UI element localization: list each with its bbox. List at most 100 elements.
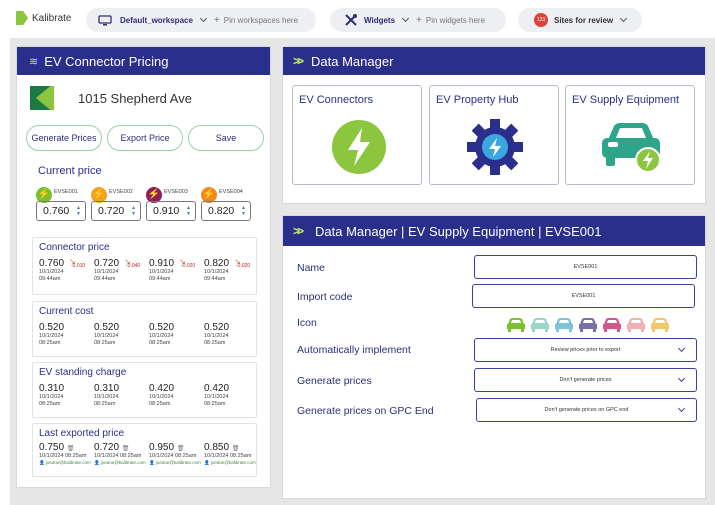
car-icon-option[interactable] bbox=[579, 318, 597, 332]
tile-ev-supply-equipment[interactable]: EV Supply Equipment bbox=[565, 85, 695, 185]
gpc-end-select[interactable]: Don't generate prices on GPC end bbox=[476, 398, 697, 422]
cell-date: 10/1/2024 bbox=[94, 269, 119, 275]
site-address: 1015 Shepherd Ave bbox=[30, 86, 192, 110]
current-cost-cell: 0.520 10/1/2024 08:25am bbox=[149, 322, 203, 347]
chevron-down-icon bbox=[677, 404, 686, 413]
gear-lightning-icon bbox=[467, 119, 523, 175]
current-cost-title: Current cost bbox=[39, 306, 94, 317]
cell-time: 09:44am bbox=[39, 276, 61, 282]
name-label: Name bbox=[297, 262, 326, 274]
plus-icon: + bbox=[213, 14, 220, 26]
cell-time: 09:44am bbox=[204, 276, 226, 282]
car-icon-option[interactable] bbox=[603, 318, 621, 332]
cell-date: 10/1/2024 bbox=[39, 453, 64, 459]
trend-down-icon: ↘ bbox=[234, 257, 241, 266]
price-input[interactable]: 0.820 ▲ ▼ bbox=[201, 201, 251, 221]
cell-date-time: 10/1/2024 08:25am bbox=[94, 453, 148, 460]
cell-value: 0.760 bbox=[39, 258, 65, 269]
cell-delta: -0.040 bbox=[126, 263, 141, 269]
price-input[interactable]: 0.910 ▲ ▼ bbox=[146, 201, 196, 221]
automatically-implement-label: Automatically implement bbox=[297, 344, 411, 356]
stepper-icon[interactable]: ▲ ▼ bbox=[131, 205, 136, 217]
name-field[interactable]: EVSE001 bbox=[474, 255, 697, 279]
icon-picker bbox=[506, 316, 676, 332]
double-chevron-icon: >> bbox=[293, 224, 304, 238]
car-icon-option[interactable] bbox=[507, 318, 525, 332]
lightning-icon bbox=[332, 120, 386, 174]
last-exported-cell: 0.850 🗑 10/1/2024 08:25am 👤 joedoe@kalib… bbox=[204, 442, 258, 466]
generate-prices-select[interactable]: Don't generate prices bbox=[474, 368, 697, 392]
import-code-field[interactable]: EVSE001 bbox=[472, 284, 695, 308]
trash-icon[interactable]: 🗑 bbox=[121, 446, 130, 452]
widgets-selector[interactable]: Widgets + Pin widgets here bbox=[330, 8, 506, 32]
stepper-icon[interactable]: ▲ ▼ bbox=[241, 205, 246, 217]
workspace-label: Default_workspace bbox=[120, 15, 193, 25]
cell-time: 09:44am bbox=[149, 276, 171, 282]
current-price-title: Current price bbox=[38, 165, 102, 177]
price-value: 0.720 bbox=[98, 205, 125, 217]
cell-delta: -0.010 bbox=[71, 263, 86, 269]
tools-icon bbox=[345, 14, 357, 26]
stepper-icon[interactable]: ▲ ▼ bbox=[186, 205, 191, 217]
trash-icon[interactable]: 🗑 bbox=[66, 446, 75, 452]
trash-icon[interactable]: 🗑 bbox=[231, 446, 240, 452]
car-icon-option[interactable] bbox=[555, 318, 573, 332]
sites-count-badge: 123 bbox=[534, 13, 548, 27]
tile-ev-property-hub[interactable]: EV Property Hub bbox=[429, 85, 559, 185]
site-logo-icon bbox=[30, 86, 54, 110]
kalibrate-logo[interactable]: Kalibrate bbox=[16, 11, 71, 25]
car-icon-option[interactable] bbox=[651, 318, 669, 332]
workspace-selector[interactable]: Default_workspace + Pin workspaces here bbox=[86, 8, 316, 32]
current-cost-cell: 0.520 10/1/2024 08:25am bbox=[204, 322, 258, 347]
tile-ev-connectors[interactable]: EV Connectors bbox=[292, 85, 422, 185]
cell-time: 08:25am bbox=[230, 453, 252, 459]
cell-time: 08:25am bbox=[204, 401, 226, 407]
generate-prices-button[interactable]: Generate Prices bbox=[26, 125, 102, 151]
price-value: 0.760 bbox=[43, 205, 70, 217]
exported-by: 👤 joedoe@kalibrate.com bbox=[94, 460, 146, 465]
cell-value-row: 0.850 🗑 bbox=[204, 442, 258, 453]
car-icon-option[interactable] bbox=[531, 318, 549, 332]
last-exported-cell: 0.750 🗑 10/1/2024 08:25am 👤 joedoe@kalib… bbox=[39, 442, 93, 466]
price-input[interactable]: 0.720 ▲ ▼ bbox=[91, 201, 141, 221]
icon-options bbox=[507, 318, 669, 332]
pricing-panel-header: ≋ EV Connector Pricing bbox=[17, 47, 270, 75]
icon-label: Icon bbox=[297, 317, 317, 329]
data-manager-header: >> Data Manager bbox=[283, 47, 705, 75]
cell-date: 10/1/2024 bbox=[94, 453, 119, 459]
standing-charge-title: EV standing charge bbox=[39, 367, 127, 378]
cell-value: 0.310 bbox=[39, 383, 65, 394]
cell-value: 0.850 bbox=[204, 442, 230, 453]
connector-name: EVSE004 bbox=[219, 189, 243, 195]
cell-date: 10/1/2024 bbox=[94, 333, 119, 339]
generate-prices-label: Generate prices bbox=[297, 375, 372, 387]
widgets-label: Widgets bbox=[364, 15, 396, 25]
stack-icon: ≋ bbox=[29, 55, 39, 68]
tile-label: EV Property Hub bbox=[436, 94, 519, 106]
automatically-implement-select[interactable]: Review prices prior to export bbox=[474, 338, 697, 362]
stepper-icon[interactable]: ▲ ▼ bbox=[76, 205, 81, 217]
trash-icon[interactable]: 🗑 bbox=[176, 446, 185, 452]
cell-date: 10/1/2024 bbox=[149, 453, 174, 459]
sites-for-review-selector[interactable]: 123 Sites for review bbox=[518, 8, 642, 32]
cell-date: 10/1/2024 bbox=[204, 333, 229, 339]
cell-time: 08:25am bbox=[39, 401, 61, 407]
cell-time: 08:25am bbox=[39, 340, 61, 346]
last-exported-cell: 0.950 🗑 10/1/2024 08:25am 👤 joedoe@kalib… bbox=[149, 442, 203, 466]
exported-by-user: joedoe@kalibrate.com bbox=[45, 460, 91, 465]
price-input[interactable]: 0.760 ▲ ▼ bbox=[36, 201, 86, 221]
export-price-button[interactable]: Export Price bbox=[107, 125, 183, 151]
chevron-down-icon bbox=[677, 374, 686, 383]
car-icon-option[interactable] bbox=[627, 318, 645, 332]
cell-value: 0.720 bbox=[94, 442, 120, 453]
connector-name: EVSE001 bbox=[54, 189, 78, 195]
cell-value: 0.950 bbox=[149, 442, 175, 453]
cell-delta: -0.020 bbox=[236, 263, 251, 269]
cell-date: 10/1/2024 bbox=[149, 333, 174, 339]
cell-value: 0.750 bbox=[39, 442, 65, 453]
save-button[interactable]: Save bbox=[188, 125, 264, 151]
lightning-icon: ⚡ bbox=[91, 187, 107, 203]
car-charging-icon bbox=[602, 123, 661, 173]
exported-by: 👤 joedoe@kalibrate.com bbox=[149, 460, 201, 465]
current-cost-card: Current cost 0.520 10/1/2024 08:25am 0.5… bbox=[32, 301, 257, 357]
